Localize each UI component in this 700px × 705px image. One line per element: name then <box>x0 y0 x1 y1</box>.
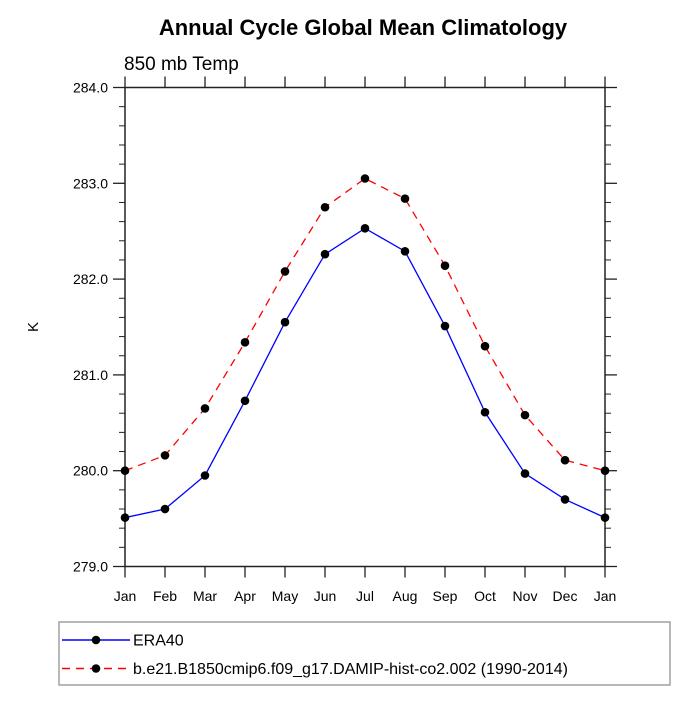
legend-label-era40: ERA40 <box>133 633 184 650</box>
y-tick-label: 281.0 <box>73 367 108 383</box>
y-tick-label: 283.0 <box>73 175 108 191</box>
data-point-marker <box>400 194 410 203</box>
x-tick-label: Apr <box>234 588 256 604</box>
legend-item-era40: ERA40 <box>62 633 184 650</box>
x-tick-label: Jan <box>114 588 137 604</box>
x-tick-label: Jan <box>594 588 617 604</box>
data-point-marker <box>560 495 570 504</box>
x-tick-label: Nov <box>513 588 538 604</box>
data-point-marker <box>160 451 170 460</box>
data-point-marker <box>560 455 570 465</box>
data-point-marker <box>200 471 210 480</box>
legend-marker-model <box>91 664 101 673</box>
data-point-marker <box>600 466 610 476</box>
plot-area: Jan Feb Mar Apr May Jun Jul Aug Sep Oct Nov Dec Jan 2… <box>73 76 617 604</box>
data-point-marker <box>480 407 490 417</box>
chart-subtitle: 850 mb Temp <box>124 54 239 75</box>
chart-title: Annual Cycle Global Mean Climatology <box>159 15 568 40</box>
data-point-marker <box>200 404 210 413</box>
data-point-marker <box>280 267 290 276</box>
data-point-marker <box>320 249 330 259</box>
y-tick-label: 279.0 <box>73 559 108 575</box>
y-axis-label: K <box>25 322 42 332</box>
y-tick-label: 284.0 <box>73 80 108 96</box>
legend-label-model: b.e21.B1850cmip6.f09_g17.DAMIP-hist-co2.… <box>133 661 568 678</box>
data-point-marker <box>440 321 450 331</box>
data-point-marker <box>400 247 410 256</box>
axes-frame <box>124 86 606 568</box>
legend: ERA40 b.e21.B1850cmip6.f09_g17.DAMIP-his… <box>58 621 671 686</box>
x-tick-label: May <box>272 588 298 604</box>
x-tick-label: Aug <box>393 588 418 604</box>
data-point-marker <box>520 410 530 420</box>
data-point-marker <box>520 469 530 478</box>
data-point-marker <box>480 341 490 351</box>
x-tick-label: Jun <box>314 588 337 604</box>
data-point-marker <box>240 396 250 406</box>
data-point-marker <box>360 224 370 233</box>
data-point-marker <box>600 513 610 522</box>
legend-marker-era40 <box>91 635 101 645</box>
x-tick-label: Mar <box>193 588 217 604</box>
data-point-marker <box>240 338 250 347</box>
x-tick-label: Dec <box>553 588 578 604</box>
data-point-marker <box>120 513 130 522</box>
y-tick-label: 282.0 <box>73 271 108 287</box>
series-line-1 <box>124 177 606 472</box>
data-point-marker <box>160 504 170 514</box>
x-tick-label: Sep <box>433 588 458 604</box>
data-point-marker <box>440 261 450 270</box>
data-point-marker <box>120 466 130 476</box>
data-point-marker <box>320 202 330 212</box>
y-tick-label: 280.0 <box>73 463 108 479</box>
x-tick-label: Jul <box>356 588 374 604</box>
data-point-marker <box>280 317 290 327</box>
series-line-0 <box>124 227 606 519</box>
legend-item-model: b.e21.B1850cmip6.f09_g17.DAMIP-hist-co2.… <box>62 661 568 678</box>
legend-box <box>58 621 671 686</box>
data-point-marker <box>360 174 370 183</box>
x-tick-label: Feb <box>153 588 177 604</box>
x-tick-label: Oct <box>474 588 496 604</box>
